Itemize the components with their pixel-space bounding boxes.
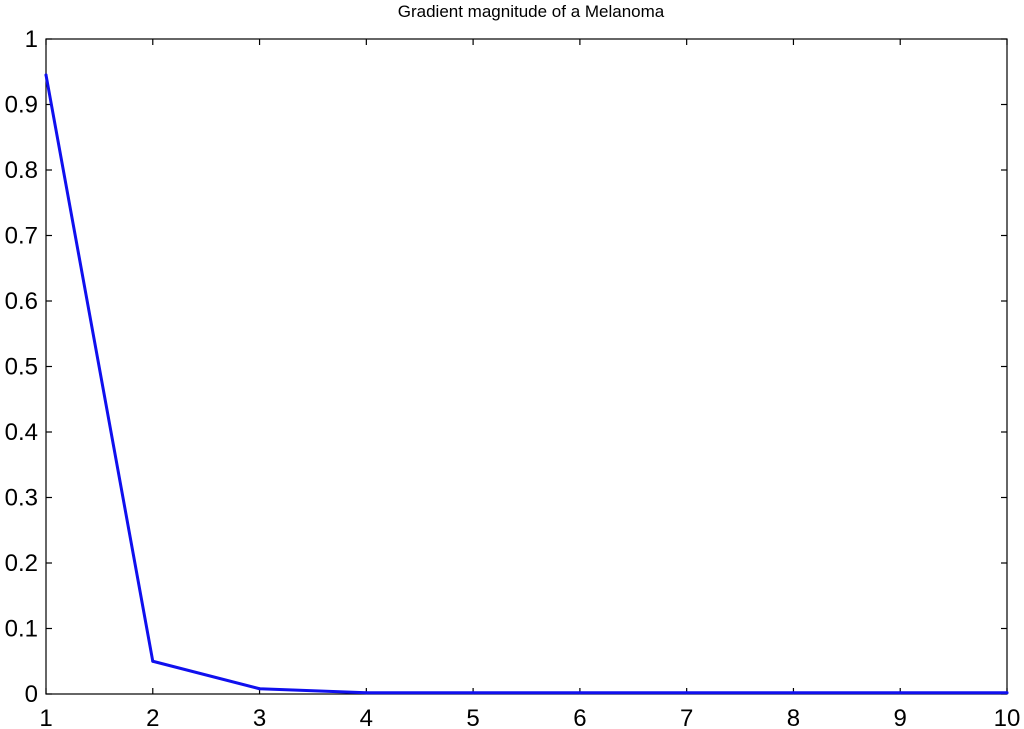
data-point: [44, 73, 48, 77]
x-tick-label: 8: [787, 705, 800, 729]
x-tick-label: 1: [39, 705, 52, 729]
y-tick-label: 0: [25, 681, 38, 708]
x-tick-label: 6: [573, 705, 586, 729]
data-point: [151, 659, 155, 663]
x-tick-label: 5: [466, 705, 479, 729]
x-tick-label: 7: [680, 705, 693, 729]
data-point: [578, 691, 582, 695]
y-tick-label: 0.8: [5, 157, 38, 184]
data-point: [258, 687, 262, 691]
y-tick-label: 0.7: [5, 223, 38, 250]
x-tick-label: 3: [253, 705, 266, 729]
y-tick-label: 1: [25, 26, 38, 53]
y-tick-label: 0.3: [5, 485, 38, 512]
x-tick-label: 2: [146, 705, 159, 729]
x-tick-label: 10: [994, 705, 1021, 729]
y-tick-label: 0.6: [5, 288, 38, 315]
data-point: [471, 691, 475, 695]
chart-title: Gradient magnitude of a Melanoma: [398, 2, 665, 21]
data-point: [685, 691, 689, 695]
series-layer: [44, 73, 1009, 695]
y-tick-label: 0.9: [5, 92, 38, 119]
y-tick-label: 0.2: [5, 550, 38, 577]
x-tick-label: 4: [360, 705, 373, 729]
data-point: [364, 691, 368, 695]
data-point: [898, 691, 902, 695]
data-point: [791, 691, 795, 695]
axis-ticks: 1 2 3 4 5 6 7 8 9 10 0 0.1 0.2 0.3 0.4 0.5 0.6 0.7 0.8 0.9 1: [5, 26, 1021, 729]
y-tick-label: 0.1: [5, 616, 38, 643]
series-line: [44, 73, 1009, 695]
x-tick-label: 9: [894, 705, 907, 729]
y-tick-label: 0.4: [5, 419, 38, 446]
plot-area-frame: [45, 38, 1008, 695]
y-tick-label: 0.5: [5, 354, 38, 381]
data-points-layer: [44, 73, 1009, 695]
data-point: [1005, 691, 1009, 695]
